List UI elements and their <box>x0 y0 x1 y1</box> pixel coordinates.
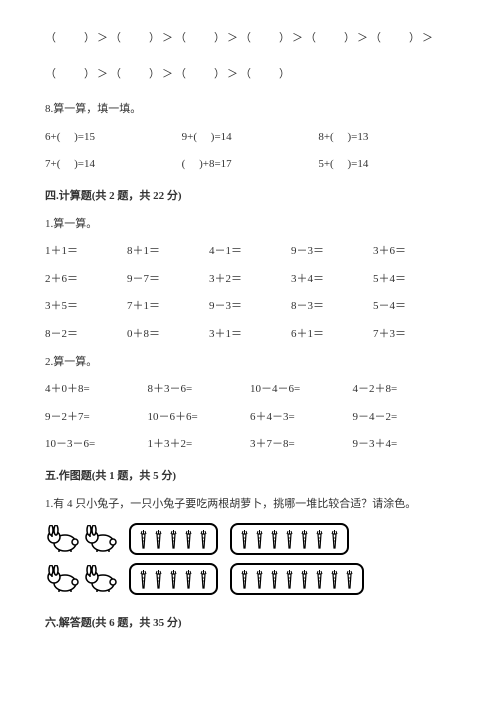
carrot-icon <box>283 529 296 549</box>
carrot-icon <box>313 569 326 589</box>
carrot-icon <box>283 569 296 589</box>
eq: 6＋1＝ <box>291 326 373 344</box>
carrot-icon <box>167 569 180 589</box>
carrot-icon <box>182 529 195 549</box>
carrot-group-1[interactable] <box>129 523 218 555</box>
rabbits-top <box>45 525 117 553</box>
eq: 9－3＋4= <box>353 436 456 454</box>
rabbit-icon <box>83 565 117 593</box>
eq: 9－7＝ <box>127 271 209 289</box>
p8-row2: 7+( )=14 ( )+8=17 5+( )=14 <box>45 156 455 174</box>
eq: 2＋6＝ <box>45 271 127 289</box>
sub-1: 1.算一算。 <box>45 216 455 234</box>
rabbit-icon <box>83 525 117 553</box>
eq: 3＋6＝ <box>373 243 455 261</box>
question-5-1: 1.有 4 只小兔子，一只小兔子要吃两根胡萝卜，挑哪一堆比较合适？请涂色。 <box>45 496 455 514</box>
eq: 5+( )=14 <box>318 156 455 174</box>
rabbit-icon <box>45 565 79 593</box>
eq: 9－3＝ <box>291 243 373 261</box>
eq: 9+( )=14 <box>182 129 319 147</box>
eq: 10－6＋6= <box>148 409 251 427</box>
eq: 10－4－6= <box>250 381 353 399</box>
carrot-icon <box>253 529 266 549</box>
problem-8-title: 8.算一算，填一填。 <box>45 101 455 119</box>
carrot-icon <box>152 529 165 549</box>
eq: 5＋4＝ <box>373 271 455 289</box>
carrot-icon <box>137 529 150 549</box>
eq: 3＋5＝ <box>45 298 127 316</box>
eq: 6＋4－3= <box>250 409 353 427</box>
eq: 7＋1＝ <box>127 298 209 316</box>
comparison-chain-2: （ ）＞（ ）＞（ ）＞（ ） <box>45 66 455 84</box>
picture-row-2 <box>45 563 455 595</box>
section-4-header: 四.计算题(共 2 题，共 22 分) <box>45 188 455 206</box>
eq: 9－3＝ <box>209 298 291 316</box>
carrot-icon <box>328 529 341 549</box>
carrot-group-3[interactable] <box>129 563 218 595</box>
p8-row1: 6+( )=15 9+( )=14 8+( )=13 <box>45 129 455 147</box>
eq: 7+( )=14 <box>45 156 182 174</box>
calc-row: 8－2＝ 0＋8＝ 3＋1＝ 6＋1＝ 7＋3＝ <box>45 326 455 344</box>
eq: 3＋2＝ <box>209 271 291 289</box>
eq: 8＋1＝ <box>127 243 209 261</box>
eq: 9－4－2= <box>353 409 456 427</box>
eq: 3＋7－8= <box>250 436 353 454</box>
eq: 4－2＋8= <box>353 381 456 399</box>
carrot-icon <box>152 569 165 589</box>
eq: 7＋3＝ <box>373 326 455 344</box>
calc-row: 2＋6＝ 9－7＝ 3＋2＝ 3＋4＝ 5＋4＝ <box>45 271 455 289</box>
comparison-chain-1: （ ）＞（ ）＞（ ）＞（ ）＞（ ）＞（ ）＞ <box>45 30 455 48</box>
eq: 0＋8＝ <box>127 326 209 344</box>
eq: 3＋1＝ <box>209 326 291 344</box>
carrot-icon <box>343 569 356 589</box>
carrot-icon <box>197 529 210 549</box>
carrot-icon <box>313 529 326 549</box>
eq: ( )+8=17 <box>182 156 319 174</box>
eq: 9－2＋7= <box>45 409 148 427</box>
rabbits-bottom <box>45 565 117 593</box>
eq: 8+( )=13 <box>318 129 455 147</box>
carrot-icon <box>268 529 281 549</box>
calc-row: 3＋5＝ 7＋1＝ 9－3＝ 8－3＝ 5－4＝ <box>45 298 455 316</box>
carrot-icon <box>238 529 251 549</box>
eq: 8＋3－6= <box>148 381 251 399</box>
carrot-icon <box>298 569 311 589</box>
calc-row: 4＋0＋8= 8＋3－6= 10－4－6= 4－2＋8= <box>45 381 455 399</box>
eq: 8－3＝ <box>291 298 373 316</box>
carrot-icon <box>268 569 281 589</box>
sub-2: 2.算一算。 <box>45 354 455 372</box>
eq: 6+( )=15 <box>45 129 182 147</box>
eq: 1＋3＋2= <box>148 436 251 454</box>
calc-row: 10－3－6= 1＋3＋2= 3＋7－8= 9－3＋4= <box>45 436 455 454</box>
carrot-icon <box>137 569 150 589</box>
section-5-header: 五.作图题(共 1 题，共 5 分) <box>45 468 455 486</box>
carrot-icon <box>182 569 195 589</box>
carrot-group-4[interactable] <box>230 563 364 595</box>
calc-row: 1＋1＝ 8＋1＝ 4－1＝ 9－3＝ 3＋6＝ <box>45 243 455 261</box>
eq: 8－2＝ <box>45 326 127 344</box>
eq: 10－3－6= <box>45 436 148 454</box>
carrot-icon <box>253 569 266 589</box>
eq: 4＋0＋8= <box>45 381 148 399</box>
eq: 1＋1＝ <box>45 243 127 261</box>
section-6-header: 六.解答题(共 6 题，共 35 分) <box>45 615 455 633</box>
eq: 5－4＝ <box>373 298 455 316</box>
rabbit-icon <box>45 525 79 553</box>
carrot-icon <box>197 569 210 589</box>
picture-row-1 <box>45 523 455 555</box>
eq: 4－1＝ <box>209 243 291 261</box>
carrot-group-2[interactable] <box>230 523 349 555</box>
carrot-icon <box>238 569 251 589</box>
carrot-icon <box>298 529 311 549</box>
calc-row: 9－2＋7= 10－6＋6= 6＋4－3= 9－4－2= <box>45 409 455 427</box>
carrot-icon <box>167 529 180 549</box>
carrot-icon <box>328 569 341 589</box>
eq: 3＋4＝ <box>291 271 373 289</box>
